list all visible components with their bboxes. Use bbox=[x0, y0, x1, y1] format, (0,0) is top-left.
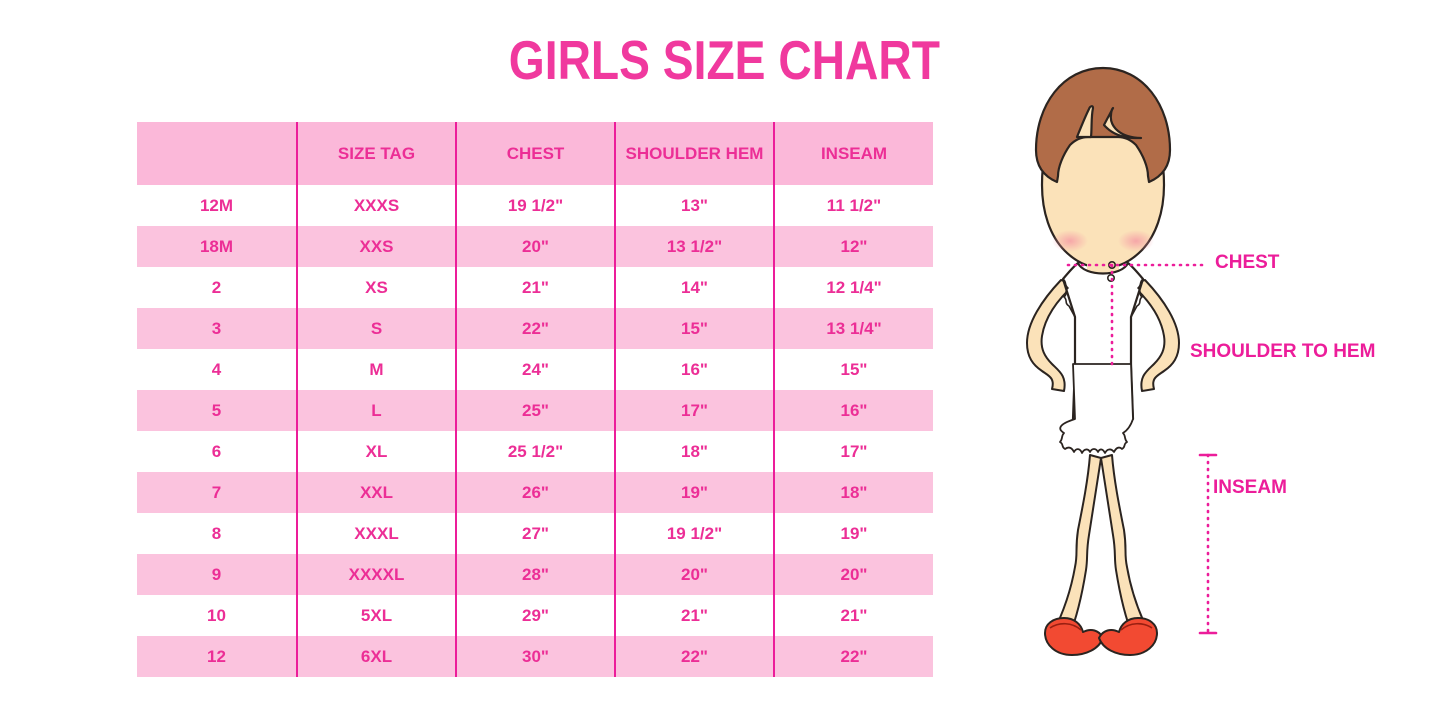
svg-text:CHEST: CHEST bbox=[1215, 252, 1280, 273]
svg-text:INSEAM: INSEAM bbox=[1213, 477, 1287, 498]
svg-text:SHOULDER TO HEM: SHOULDER TO HEM bbox=[1190, 341, 1375, 362]
